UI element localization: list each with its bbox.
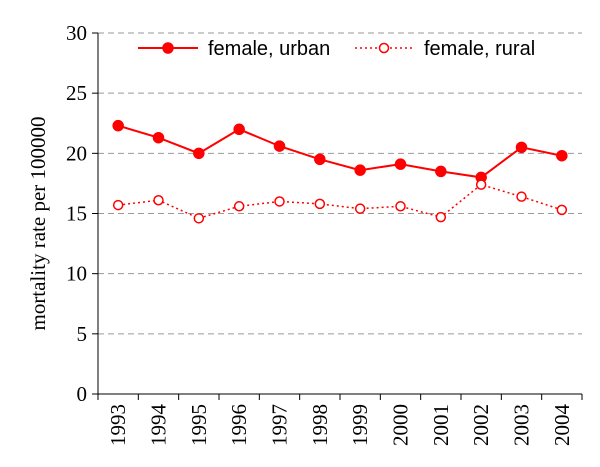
x-tick-label: 2001 (429, 404, 453, 446)
legend-item: female, rural (355, 38, 535, 60)
legend-label: female, urban (208, 38, 330, 60)
x-tick-label: 1996 (227, 404, 251, 446)
x-tick-label: 2003 (510, 404, 534, 446)
data-point (274, 196, 285, 207)
data-point (435, 165, 447, 178)
x-tick-label: 1994 (147, 404, 171, 447)
data-point (354, 203, 366, 214)
x-tick-label: 2002 (469, 404, 493, 446)
data-point (395, 201, 406, 212)
data-point (314, 198, 326, 210)
x-tick-label: 1999 (348, 404, 372, 446)
data-point (152, 131, 165, 144)
legend-marker (378, 42, 390, 54)
data-point (556, 149, 568, 162)
data-point (314, 153, 326, 166)
data-point (112, 199, 124, 211)
data-point (233, 201, 245, 212)
series-line (117, 124, 563, 179)
y-tick-label: 5 (77, 322, 88, 346)
series-layer (112, 119, 568, 224)
data-point (394, 158, 407, 170)
y-tick-label: 10 (66, 262, 87, 286)
data-point (233, 123, 245, 136)
x-tick-label: 2004 (550, 404, 574, 447)
y-tick-label: 0 (77, 382, 88, 406)
legend-marker (162, 42, 174, 54)
data-point (516, 191, 527, 202)
data-point (354, 164, 366, 176)
y-tick-label: 25 (66, 81, 87, 105)
data-point (193, 147, 205, 160)
x-tick-labels: 1993 1994 1995 1996 1997 1998 1999 2000 2001 2002… (106, 404, 574, 447)
legend: female, urban female, rural (138, 38, 535, 60)
data-point (193, 213, 205, 224)
y-tick-label: 30 (66, 21, 87, 45)
x-tick-label: 1993 (106, 404, 130, 446)
y-tick-label: 15 (66, 202, 87, 226)
y-tick-label: 20 (66, 141, 87, 165)
data-point (273, 140, 286, 152)
y-axis-title: mortality rate per 100000 (26, 116, 50, 330)
legend-item: female, urban (138, 38, 330, 60)
data-point (112, 119, 124, 132)
data-point (435, 211, 447, 223)
y-tick-labels: 0 5 10 15 20 25 30 (66, 21, 87, 406)
data-point (153, 195, 164, 206)
x-tick-label: 2000 (389, 404, 413, 446)
x-tick-label: 1998 (308, 404, 332, 446)
x-tick-label: 1995 (187, 404, 211, 446)
x-tick-label: 1997 (268, 404, 292, 446)
legend-label: female, rural (424, 38, 535, 60)
data-point (556, 204, 568, 216)
series-female-rural (112, 179, 568, 224)
gridlines (98, 32, 582, 335)
data-point (515, 141, 528, 154)
series-female-urban (112, 119, 568, 184)
data-point (475, 179, 487, 190)
axes (92, 32, 583, 400)
